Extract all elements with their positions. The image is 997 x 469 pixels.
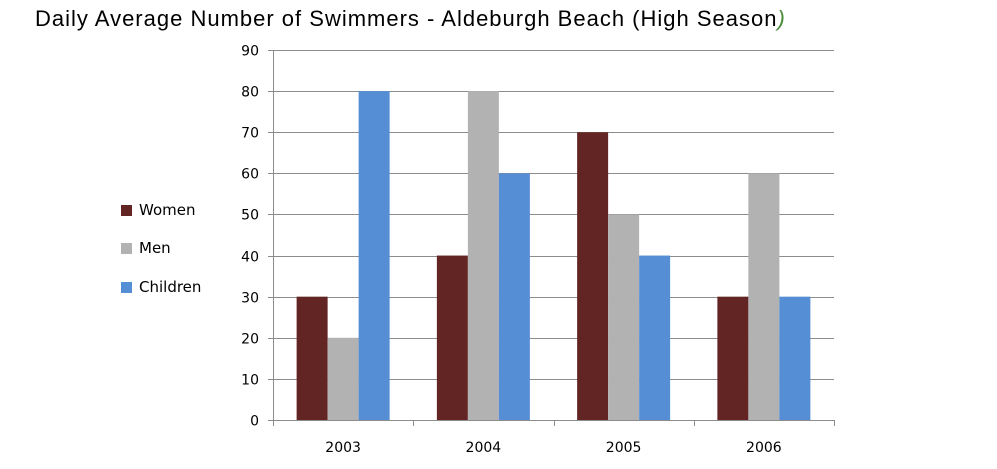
chart-title: Daily Average Number of Swimmers - Aldeb… bbox=[35, 6, 786, 32]
bar-children-2003 bbox=[358, 91, 390, 420]
x-tick-labels: 2003 2004 2005 2006 bbox=[325, 440, 781, 456]
y-tick-label: 70 bbox=[241, 126, 259, 142]
bar-women-2005 bbox=[577, 132, 609, 420]
y-tick-label: 60 bbox=[241, 167, 259, 183]
axes bbox=[268, 50, 835, 426]
legend: Women Men Children bbox=[121, 201, 201, 296]
legend-label-women: Women bbox=[139, 201, 195, 219]
y-tick-label: 0 bbox=[250, 414, 259, 430]
y-tick-label: 30 bbox=[241, 291, 259, 307]
bar-women-2003 bbox=[296, 296, 328, 420]
y-tick-label: 50 bbox=[241, 208, 259, 224]
y-tick-labels: 0 10 20 30 40 50 60 70 80 90 bbox=[241, 44, 259, 430]
bars bbox=[296, 91, 811, 420]
x-tick-label: 2006 bbox=[746, 440, 782, 456]
bar-men-2005 bbox=[608, 214, 640, 420]
x-tick-label: 2004 bbox=[466, 440, 502, 456]
bar-men-2006 bbox=[748, 173, 780, 420]
bar-children-2004 bbox=[498, 173, 530, 420]
x-tick-label: 2003 bbox=[325, 440, 361, 456]
legend-swatch-women bbox=[121, 205, 132, 216]
bar-children-2006 bbox=[779, 296, 811, 420]
bar-men-2004 bbox=[467, 91, 499, 420]
bar-women-2004 bbox=[436, 255, 468, 420]
y-tick-label: 90 bbox=[241, 44, 259, 60]
chart-title-close-paren: ) bbox=[777, 6, 786, 31]
y-tick-label: 40 bbox=[241, 250, 259, 266]
legend-label-men: Men bbox=[139, 239, 171, 257]
bar-children-2005 bbox=[639, 255, 671, 420]
y-tick-label: 20 bbox=[241, 332, 259, 348]
legend-swatch-men bbox=[121, 243, 132, 254]
bar-women-2006 bbox=[717, 296, 749, 420]
legend-label-children: Children bbox=[139, 278, 201, 296]
chart-title-text: Daily Average Number of Swimmers - Aldeb… bbox=[35, 6, 778, 31]
legend-swatch-children bbox=[121, 282, 132, 293]
y-tick-label: 80 bbox=[241, 85, 259, 101]
x-tick-label: 2005 bbox=[606, 440, 642, 456]
bar-men-2003 bbox=[327, 337, 359, 420]
y-tick-label: 10 bbox=[241, 373, 259, 389]
